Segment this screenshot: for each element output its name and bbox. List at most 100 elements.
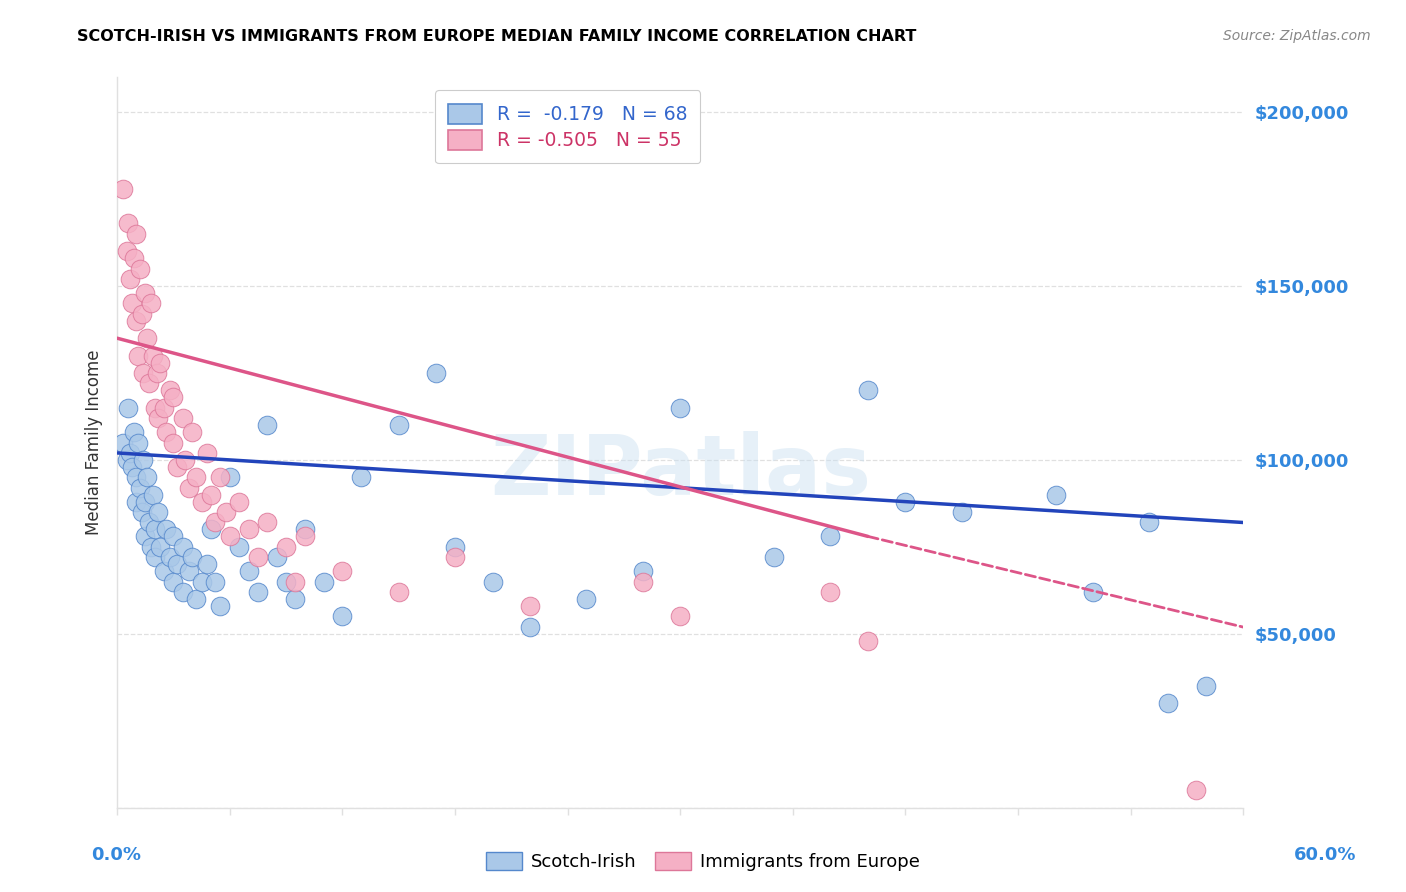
Point [162,574,184,589]
Point [195,558,218,572]
Point [181,550,204,565]
Text: ZIPatlas: ZIPatlas [489,431,870,512]
Point [228,494,250,508]
Point [173,453,195,467]
Point [125,470,148,484]
Point [200,488,222,502]
Point [332,609,354,624]
Text: 60.0%: 60.0% [1295,846,1357,863]
Point [139,296,162,310]
Point [856,384,879,398]
Y-axis label: Median Family Income: Median Family Income [86,350,103,535]
Point [145,366,167,380]
Point [256,516,278,530]
Text: 0.0%: 0.0% [91,846,142,863]
Point [162,529,184,543]
Point [143,550,166,565]
Point [132,366,155,380]
Point [120,446,142,460]
Point [294,529,316,543]
Point [139,540,162,554]
Point [200,523,222,537]
Point [128,481,150,495]
Point [159,384,181,398]
Point [115,453,138,467]
Point [820,585,842,599]
Point [121,296,143,310]
Point [121,459,143,474]
Point [218,529,240,543]
Point [149,540,172,554]
Point [143,401,166,415]
Point [127,349,149,363]
Point [215,505,238,519]
Point [209,470,232,484]
Point [131,505,153,519]
Point [184,592,207,607]
Point [134,494,156,508]
Point [120,272,142,286]
Point [195,446,218,460]
Point [481,574,503,589]
Legend: Scotch-Irish, Immigrants from Europe: Scotch-Irish, Immigrants from Europe [479,846,927,879]
Point [143,523,166,537]
Point [669,609,692,624]
Point [631,564,654,578]
Point [1139,516,1161,530]
Point [209,599,232,613]
Point [125,494,148,508]
Point [218,470,240,484]
Point [177,564,200,578]
Point [166,558,188,572]
Point [159,550,181,565]
Point [228,540,250,554]
Point [266,550,288,565]
Point [444,550,467,565]
Point [856,633,879,648]
Point [134,285,156,300]
Point [1083,585,1105,599]
Point [294,523,316,537]
Point [274,540,297,554]
Point [131,307,153,321]
Point [125,227,148,241]
Point [631,574,654,589]
Point [204,516,226,530]
Point [950,505,973,519]
Point [115,244,138,259]
Point [172,585,194,599]
Point [184,470,207,484]
Point [172,411,194,425]
Point [153,564,176,578]
Point [575,592,598,607]
Point [127,435,149,450]
Point [136,470,159,484]
Point [166,459,188,474]
Point [142,488,165,502]
Point [148,411,170,425]
Point [138,516,160,530]
Point [350,470,373,484]
Point [246,585,269,599]
Point [388,585,411,599]
Point [138,376,160,391]
Point [284,592,307,607]
Point [894,494,917,508]
Legend: R =  -0.179   N = 68, R = -0.505   N = 55: R = -0.179 N = 68, R = -0.505 N = 55 [434,90,700,163]
Point [111,435,134,450]
Point [820,529,842,543]
Point [162,390,184,404]
Point [128,261,150,276]
Point [1045,488,1067,502]
Text: SCOTCH-IRISH VS IMMIGRANTS FROM EUROPE MEDIAN FAMILY INCOME CORRELATION CHART: SCOTCH-IRISH VS IMMIGRANTS FROM EUROPE M… [77,29,917,44]
Point [148,505,170,519]
Point [312,574,335,589]
Point [190,574,212,589]
Point [256,418,278,433]
Point [669,401,692,415]
Point [332,564,354,578]
Point [181,425,204,439]
Point [155,425,177,439]
Point [1185,783,1208,797]
Point [134,529,156,543]
